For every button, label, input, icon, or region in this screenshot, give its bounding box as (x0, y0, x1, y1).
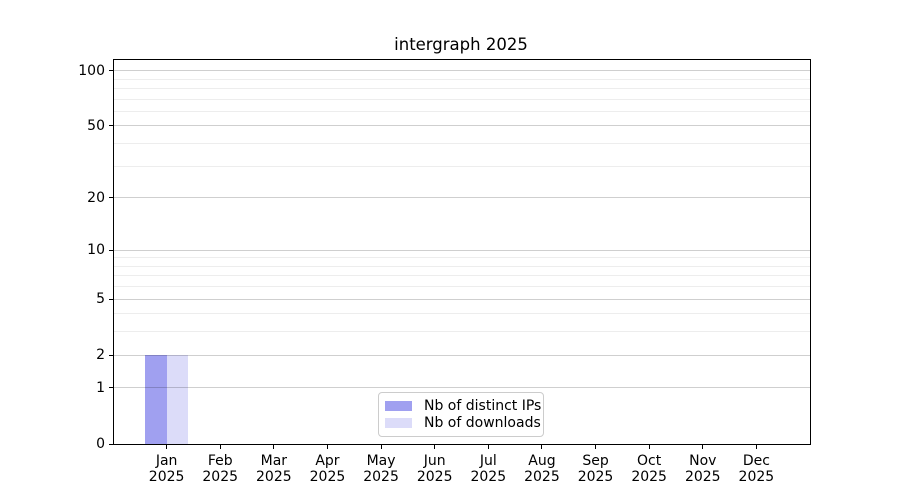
y-tick-label: 5 (96, 291, 105, 308)
y-tick-label: 0 (96, 436, 105, 452)
x-tick-label-month: Nov (689, 453, 717, 469)
x-tick-label-year: 2025 (256, 469, 292, 485)
x-tick-label-year: 2025 (148, 469, 185, 485)
y-tick-label: 100 (78, 62, 105, 79)
x-tick-label-month: Apr (315, 453, 340, 469)
x-tick-label: Apr 2025 (292, 453, 362, 485)
y-tick (109, 387, 113, 389)
y-tick (109, 197, 113, 199)
x-tick-label: Feb 2025 (185, 453, 255, 485)
y-tick (109, 298, 113, 300)
y-tick (109, 249, 113, 251)
y-gridline-minor (113, 313, 810, 315)
x-tick (380, 445, 382, 449)
x-tick-label-month: Jul (479, 453, 497, 469)
y-gridline-minor (113, 275, 810, 277)
x-tick (326, 445, 328, 449)
x-tick-label-month: Dec (742, 453, 770, 469)
chart-title: intergraph 2025 (394, 35, 528, 54)
y-gridline-major (113, 249, 810, 251)
y-gridline-minor (113, 331, 810, 333)
x-tick (648, 445, 650, 449)
y-tick (109, 125, 113, 127)
x-tick-label-month: Sep (582, 453, 609, 469)
y-gridline-major (113, 125, 810, 127)
y-gridline-minor (113, 98, 810, 100)
x-tick-label: Nov 2025 (668, 453, 738, 485)
y-tick-label: 50 (87, 117, 105, 134)
x-tick-label-year: 2025 (684, 469, 721, 485)
x-tick-label-year: 2025 (202, 469, 239, 485)
legend-swatch-distinct-ips (385, 401, 412, 411)
y-tick-label: 2 (96, 347, 105, 364)
legend-swatch-downloads (385, 418, 412, 428)
x-tick-label-year: 2025 (309, 469, 346, 485)
plot-area (113, 59, 811, 445)
x-tick-label-year: 2025 (524, 469, 560, 485)
legend-item-distinct-ips: Nb of distinct IPs (385, 398, 541, 414)
y-tick (109, 443, 113, 445)
y-gridline-major (113, 387, 810, 389)
legend: Nb of distinct IPs Nb of downloads (378, 392, 544, 437)
x-tick-label: May 2025 (346, 453, 416, 485)
y-gridline-minor (113, 257, 810, 259)
x-tick-label-year: 2025 (363, 469, 399, 485)
y-gridline-minor (113, 165, 810, 167)
x-tick-label-year: 2025 (577, 469, 614, 485)
y-tick-label: 1 (96, 379, 105, 396)
x-tick (273, 445, 275, 449)
x-tick (434, 445, 436, 449)
y-gridline-minor (113, 143, 810, 145)
x-tick-label-year: 2025 (631, 469, 667, 485)
x-tick-label: Oct 2025 (614, 453, 684, 485)
x-tick-label-month: Oct (637, 453, 662, 469)
y-gridline-minor (113, 265, 810, 267)
x-tick-label: Jan 2025 (132, 453, 202, 485)
x-tick-label: Sep 2025 (561, 453, 631, 485)
y-gridline-minor (113, 78, 810, 80)
y-tick-label: 20 (87, 189, 105, 206)
legend-label-distinct-ips: Nb of distinct IPs (424, 398, 542, 414)
x-tick (487, 445, 489, 449)
x-tick-label: Mar 2025 (239, 453, 309, 485)
y-gridline-major (113, 354, 810, 356)
x-tick (541, 445, 543, 449)
x-tick-label-month: Jun (423, 453, 446, 469)
bar-downloads-jan (166, 355, 189, 444)
y-gridline-major (113, 197, 810, 199)
x-tick (166, 445, 168, 449)
y-gridline-minor (113, 286, 810, 288)
x-tick-label-month: Aug (528, 453, 556, 469)
x-tick (595, 445, 597, 449)
legend-label-downloads: Nb of downloads (424, 415, 541, 431)
y-tick (109, 70, 113, 72)
x-tick-label: Jun 2025 (400, 453, 470, 485)
x-tick-label: Aug 2025 (507, 453, 577, 485)
x-tick (219, 445, 221, 449)
y-gridline-minor (113, 88, 810, 90)
x-tick-label: Dec 2025 (721, 453, 791, 485)
x-tick-label-month: Jan (155, 453, 178, 469)
y-tick (109, 354, 113, 356)
x-tick-label-year: 2025 (416, 469, 453, 485)
x-tick-label: Jul 2025 (453, 453, 523, 485)
x-tick (755, 445, 757, 449)
x-tick (702, 445, 704, 449)
bar-distinct-ips-jan (145, 355, 167, 444)
y-gridline-major (113, 70, 810, 72)
y-gridline-minor (113, 110, 810, 112)
x-tick-label-year: 2025 (470, 469, 507, 485)
x-tick-label-year: 2025 (738, 469, 775, 485)
legend-item-downloads: Nb of downloads (385, 415, 541, 431)
x-tick-label-month: Mar (260, 453, 288, 469)
y-gridline-major (113, 298, 810, 300)
x-tick-label-month: Feb (207, 453, 233, 469)
x-tick-label-month: May (366, 453, 396, 469)
y-tick-label: 10 (87, 242, 105, 259)
